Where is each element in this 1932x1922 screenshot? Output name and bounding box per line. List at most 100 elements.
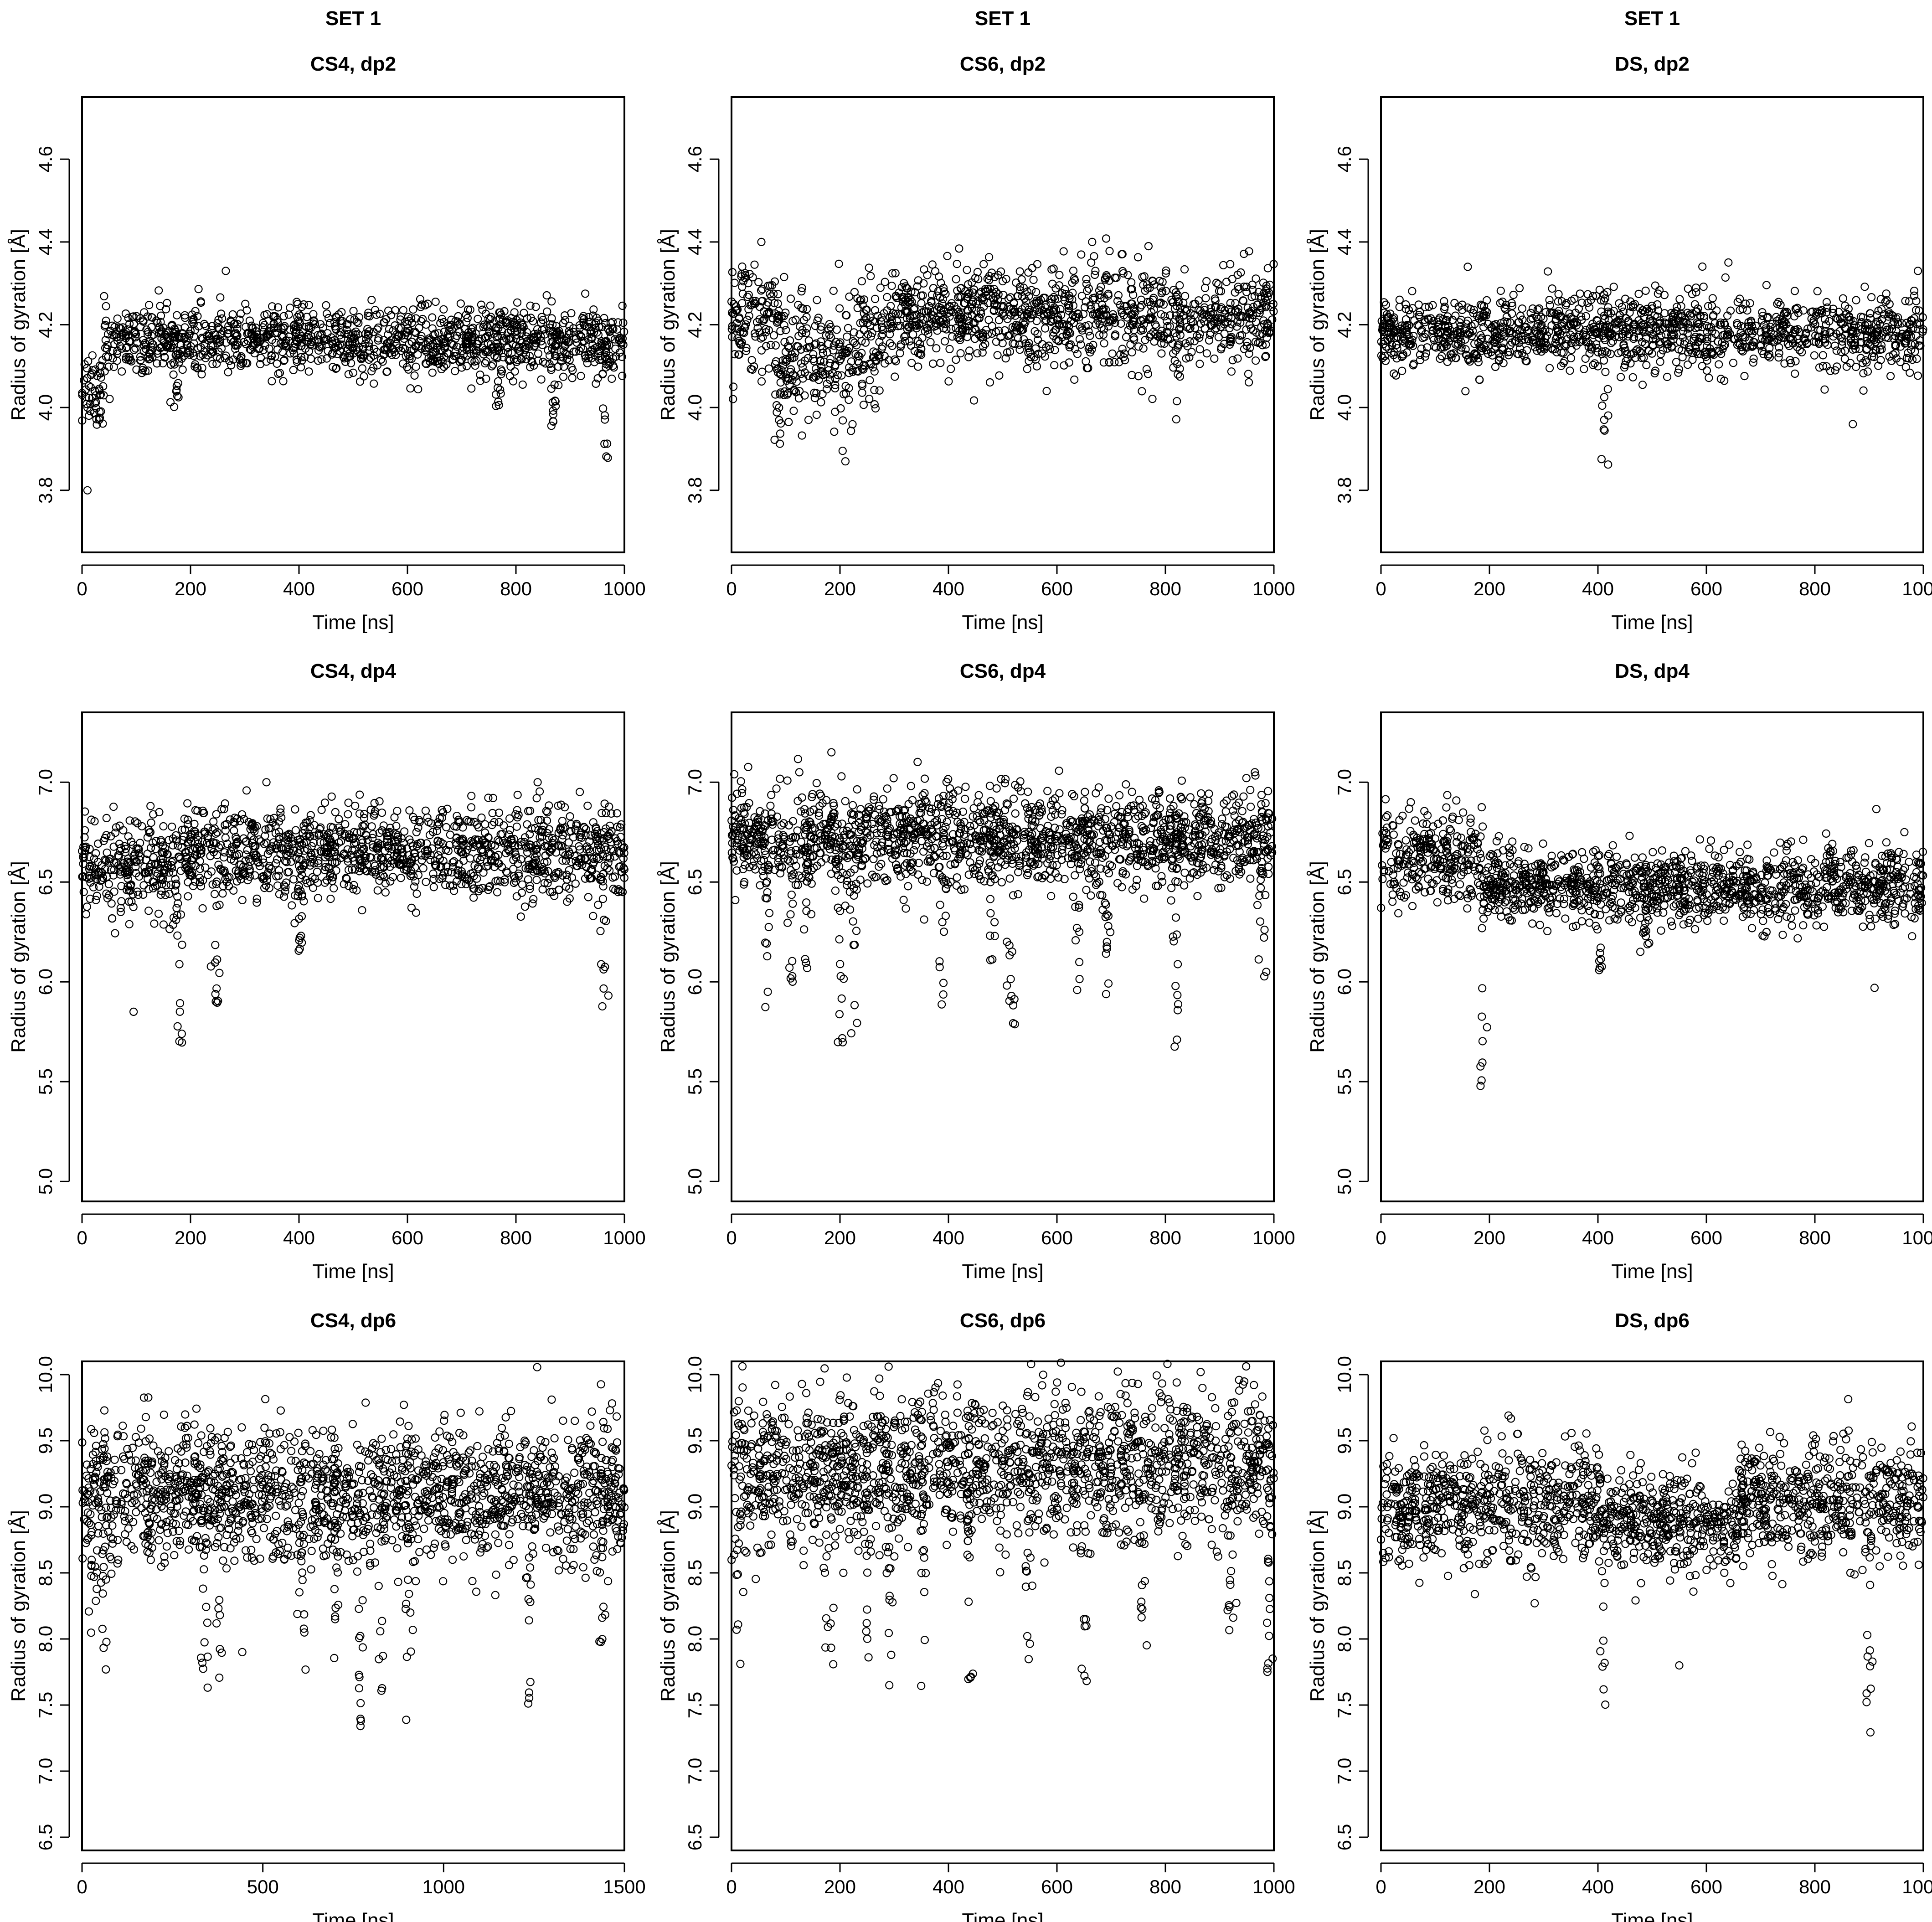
data-point xyxy=(267,356,275,364)
data-point xyxy=(931,267,940,276)
data-point xyxy=(543,307,551,316)
data-point xyxy=(1050,361,1059,370)
data-point xyxy=(194,285,203,294)
data-point xyxy=(798,431,806,440)
data-point xyxy=(860,325,868,335)
data-point xyxy=(349,368,358,377)
data-point xyxy=(1024,268,1033,277)
data-point xyxy=(90,399,99,407)
x-tick-label: 400 xyxy=(933,578,964,599)
data-point xyxy=(581,289,590,298)
data-point xyxy=(541,359,550,368)
x-tick-label: 1000 xyxy=(1252,578,1295,599)
y-tick-label: 4.2 xyxy=(1334,311,1355,338)
data-point xyxy=(155,286,163,295)
data-point xyxy=(168,822,176,831)
data-point xyxy=(510,367,519,376)
data-point xyxy=(871,294,880,304)
data-point xyxy=(1810,351,1819,360)
data-point xyxy=(1082,357,1090,366)
data-point xyxy=(1774,353,1783,362)
data-point xyxy=(1509,290,1518,299)
data-point xyxy=(325,319,335,327)
data-point xyxy=(130,345,139,354)
data-point xyxy=(286,304,294,312)
data-point xyxy=(1604,460,1613,469)
data-point xyxy=(247,321,256,330)
data-point xyxy=(520,309,528,317)
data-point xyxy=(776,429,785,438)
data-point xyxy=(870,386,879,394)
data-point xyxy=(1642,361,1651,370)
data-point xyxy=(1820,315,1829,324)
data-point xyxy=(947,325,956,333)
data-point xyxy=(848,420,857,428)
data-point xyxy=(173,311,181,319)
data-point xyxy=(835,259,843,268)
data-point xyxy=(926,338,935,346)
data-point xyxy=(288,901,296,910)
data-point xyxy=(907,341,916,350)
data-point xyxy=(1743,306,1752,315)
data-point xyxy=(1233,354,1242,363)
data-point xyxy=(1819,351,1827,360)
data-point xyxy=(1546,301,1554,309)
data-point xyxy=(1763,351,1772,361)
data-point xyxy=(1546,364,1554,372)
data-point xyxy=(170,402,179,411)
data-point xyxy=(149,853,158,862)
data-point xyxy=(1548,284,1556,293)
data-point xyxy=(994,316,1004,325)
data-point xyxy=(577,371,585,381)
data-point xyxy=(1882,289,1891,298)
data-point xyxy=(1826,366,1834,375)
data-point xyxy=(583,359,592,367)
data-point xyxy=(1603,385,1612,393)
data-point xyxy=(518,380,527,389)
data-point xyxy=(1175,372,1184,381)
data-point xyxy=(1791,369,1799,378)
data-point xyxy=(96,390,105,399)
data-point xyxy=(762,301,771,309)
data-point xyxy=(1634,289,1643,299)
data-point xyxy=(1180,265,1189,274)
data-point xyxy=(1598,401,1607,410)
x-axis-label: Time [ns] xyxy=(1611,611,1693,634)
data-point xyxy=(406,384,415,393)
data-points xyxy=(78,778,629,1047)
data-point xyxy=(1721,273,1730,282)
data-point xyxy=(113,314,122,323)
data-point xyxy=(222,267,230,275)
data-point xyxy=(384,306,393,315)
data-point xyxy=(118,367,126,376)
data-point xyxy=(139,890,148,899)
data-point xyxy=(304,301,313,309)
data-point xyxy=(337,308,346,316)
data-point xyxy=(125,920,134,928)
data-point xyxy=(412,362,420,371)
data-point xyxy=(1032,317,1041,325)
data-point xyxy=(326,894,335,903)
data-point xyxy=(88,366,97,375)
data-point xyxy=(1698,362,1706,371)
data-point xyxy=(1916,336,1924,345)
data-point xyxy=(1202,277,1211,286)
data-point xyxy=(831,407,840,416)
data-point xyxy=(824,325,833,334)
data-point xyxy=(928,359,938,368)
data-point xyxy=(773,290,783,299)
data-point xyxy=(1859,369,1868,378)
data-point xyxy=(451,367,459,376)
data-point xyxy=(533,325,542,334)
data-point xyxy=(1660,309,1669,318)
data-point xyxy=(467,792,476,800)
data-point xyxy=(865,395,874,403)
data-points xyxy=(727,234,1278,466)
data-point xyxy=(838,447,847,455)
data-point xyxy=(279,377,288,386)
data-point xyxy=(1077,250,1086,259)
data-point xyxy=(836,404,845,413)
